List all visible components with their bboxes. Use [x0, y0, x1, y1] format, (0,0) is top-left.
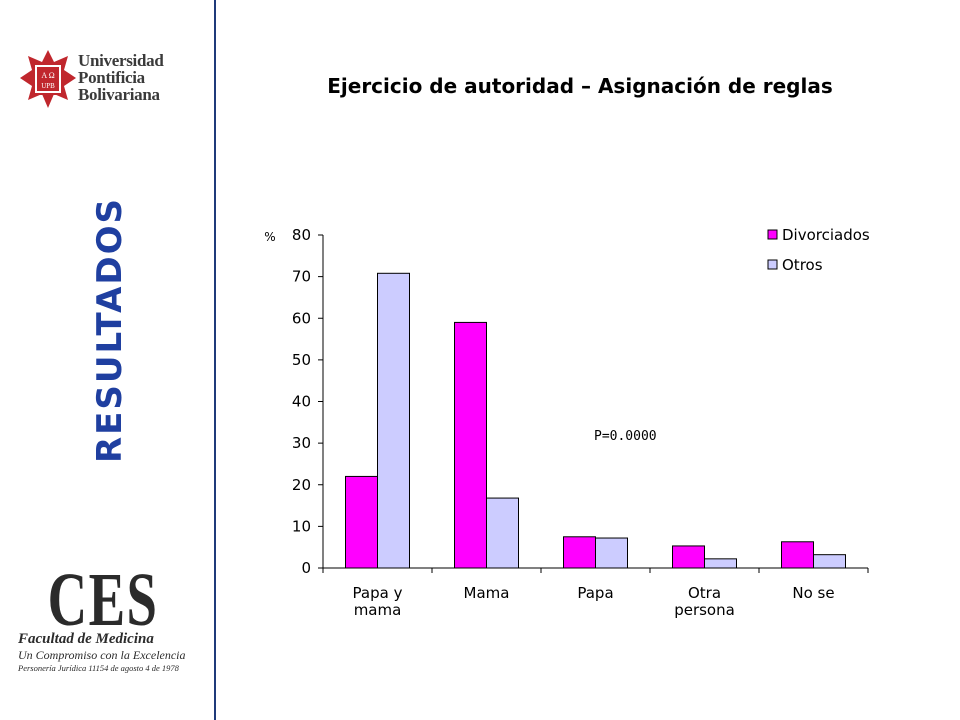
x-category-label: Papa y mama: [353, 584, 403, 619]
bar-otros: [595, 537, 628, 569]
svg-text:UPB: UPB: [41, 82, 55, 90]
y-tick-label: 80: [292, 226, 311, 244]
y-tick-label: 40: [292, 393, 311, 411]
bar-otros: [377, 272, 410, 569]
bar-divorciados: [781, 541, 814, 569]
legend-label-divorciados: Divorciados: [782, 226, 870, 244]
x-category-label: No se: [792, 584, 834, 602]
ces-logo: CES Facultad de Medicina Un Compromiso c…: [18, 558, 188, 673]
legend-swatch-otros: [767, 259, 778, 270]
vertical-divider: [214, 0, 216, 720]
y-tick-label: 50: [292, 351, 311, 369]
bar-divorciados: [345, 475, 378, 569]
y-tick-label: 60: [292, 309, 311, 327]
y-tick-label: 30: [292, 434, 311, 452]
x-category-label: Mama: [464, 584, 510, 602]
y-tick-label: 0: [301, 559, 311, 577]
legend-swatch-divorciados: [767, 229, 778, 240]
ces-mark: CES: [47, 558, 159, 642]
bar-divorciados: [454, 321, 487, 569]
upb-wordmark: Universidad Pontificia Bolivariana: [78, 52, 164, 103]
x-category-label: Papa: [577, 584, 613, 602]
bar-otros: [704, 558, 737, 569]
bar-otros: [813, 554, 846, 569]
x-category-label: Otra persona: [674, 584, 735, 619]
chart-title: Ejercicio de autoridad – Asignación de r…: [327, 74, 833, 98]
ces-motto: Un Compromiso con la Excelencia: [18, 648, 186, 662]
upb-line-2: Pontificia: [78, 68, 145, 87]
y-tick-label: 10: [292, 517, 311, 535]
bar-divorciados: [672, 545, 705, 569]
bar-divorciados: [563, 536, 596, 569]
p-value-annotation: P=0.0000: [594, 429, 657, 444]
legend-label-otros: Otros: [782, 256, 823, 274]
bar-otros: [486, 497, 519, 569]
ces-faculty: Facultad de Medicina: [18, 631, 154, 647]
upb-line-1: Universidad: [78, 51, 164, 70]
svg-text:A Ω: A Ω: [41, 71, 54, 80]
upb-crest-icon: A Ω UPB: [20, 50, 76, 108]
y-axis-label: %: [264, 230, 275, 244]
ces-legal: Personería Jurídica 11154 de agosto 4 de…: [18, 663, 179, 673]
upb-line-3: Bolivariana: [78, 85, 160, 104]
y-tick-label: 70: [292, 268, 311, 286]
y-tick-label: 20: [292, 476, 311, 494]
